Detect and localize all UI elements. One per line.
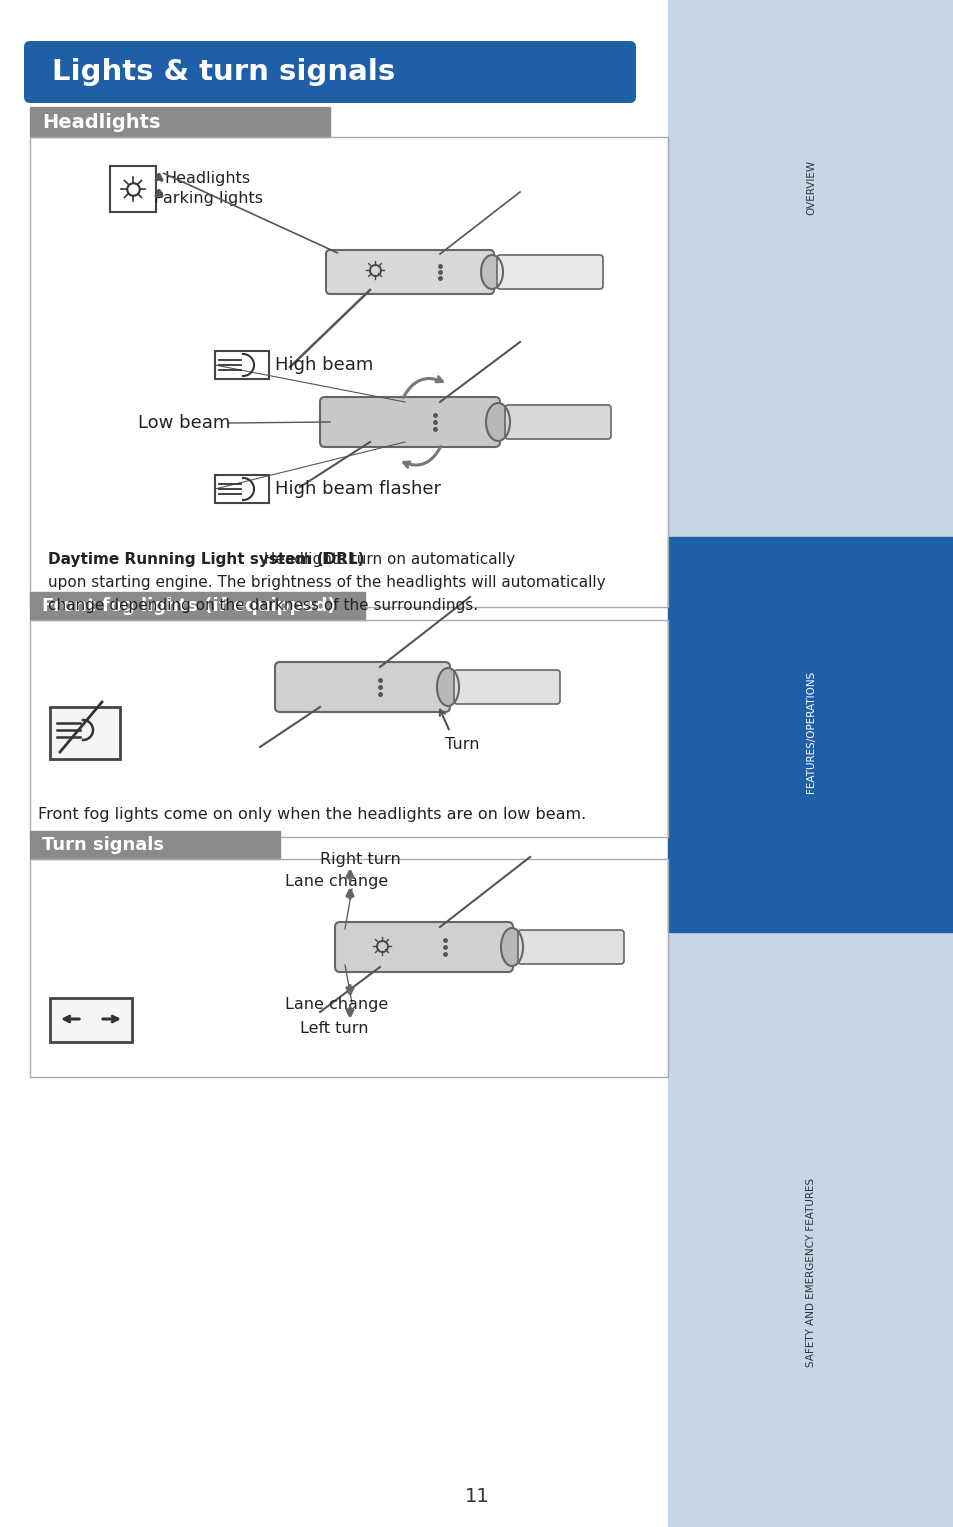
FancyBboxPatch shape	[24, 41, 636, 102]
Text: High beam flasher: High beam flasher	[274, 479, 440, 498]
Bar	[667, 0, 953, 1527]
Text: OVERVIEW: OVERVIEW	[805, 159, 815, 215]
Text: change depending on the darkness of the surroundings.: change depending on the darkness of the …	[48, 599, 477, 612]
Bar	[30, 592, 365, 620]
FancyBboxPatch shape	[454, 670, 559, 704]
FancyBboxPatch shape	[497, 255, 602, 289]
Text: Left turn: Left turn	[299, 1022, 368, 1035]
Bar	[214, 475, 269, 502]
FancyBboxPatch shape	[517, 930, 623, 964]
Bar	[214, 351, 269, 379]
Text: Parking lights: Parking lights	[153, 191, 263, 206]
FancyBboxPatch shape	[319, 397, 499, 447]
Bar	[30, 620, 667, 837]
Text: 11: 11	[464, 1487, 489, 1507]
Text: Front fog lights come on only when the headlights are on low beam.: Front fog lights come on only when the h…	[38, 806, 586, 822]
Ellipse shape	[485, 403, 510, 441]
FancyBboxPatch shape	[504, 405, 610, 438]
Bar	[110, 166, 156, 212]
Bar	[667, 538, 953, 931]
Text: Front fog lights (if equipped): Front fog lights (if equipped)	[42, 597, 335, 615]
Text: Turn signals: Turn signals	[42, 835, 164, 854]
Bar	[30, 107, 330, 137]
Ellipse shape	[480, 255, 502, 289]
Ellipse shape	[436, 667, 458, 705]
Text: upon starting engine. The brightness of the headlights will automatically: upon starting engine. The brightness of …	[48, 576, 605, 589]
Text: Lane change: Lane change	[285, 873, 388, 889]
FancyBboxPatch shape	[274, 663, 450, 712]
Bar	[30, 860, 667, 1077]
Text: Turn: Turn	[444, 738, 479, 751]
FancyBboxPatch shape	[326, 250, 494, 295]
Text: SAFETY AND EMERGENCY FEATURES: SAFETY AND EMERGENCY FEATURES	[805, 1177, 815, 1367]
Text: Headlights: Headlights	[42, 113, 160, 131]
Text: Low beam: Low beam	[138, 414, 230, 432]
Text: Lights & turn signals: Lights & turn signals	[52, 58, 395, 86]
Text: Headlights: Headlights	[164, 171, 250, 186]
Ellipse shape	[500, 928, 522, 967]
Bar	[30, 831, 280, 860]
Text: Daytime Running Light system (DRL): Daytime Running Light system (DRL)	[48, 551, 364, 567]
FancyBboxPatch shape	[335, 922, 513, 973]
Bar	[50, 707, 120, 759]
Text: Right turn: Right turn	[319, 852, 400, 867]
Text: High beam: High beam	[274, 356, 373, 374]
Text: Headlights turn on automatically: Headlights turn on automatically	[258, 551, 515, 567]
Bar	[30, 137, 667, 608]
Bar	[50, 999, 132, 1041]
Text: Lane change: Lane change	[285, 997, 388, 1012]
Text: FEATURES/OPERATIONS: FEATURES/OPERATIONS	[805, 670, 815, 793]
